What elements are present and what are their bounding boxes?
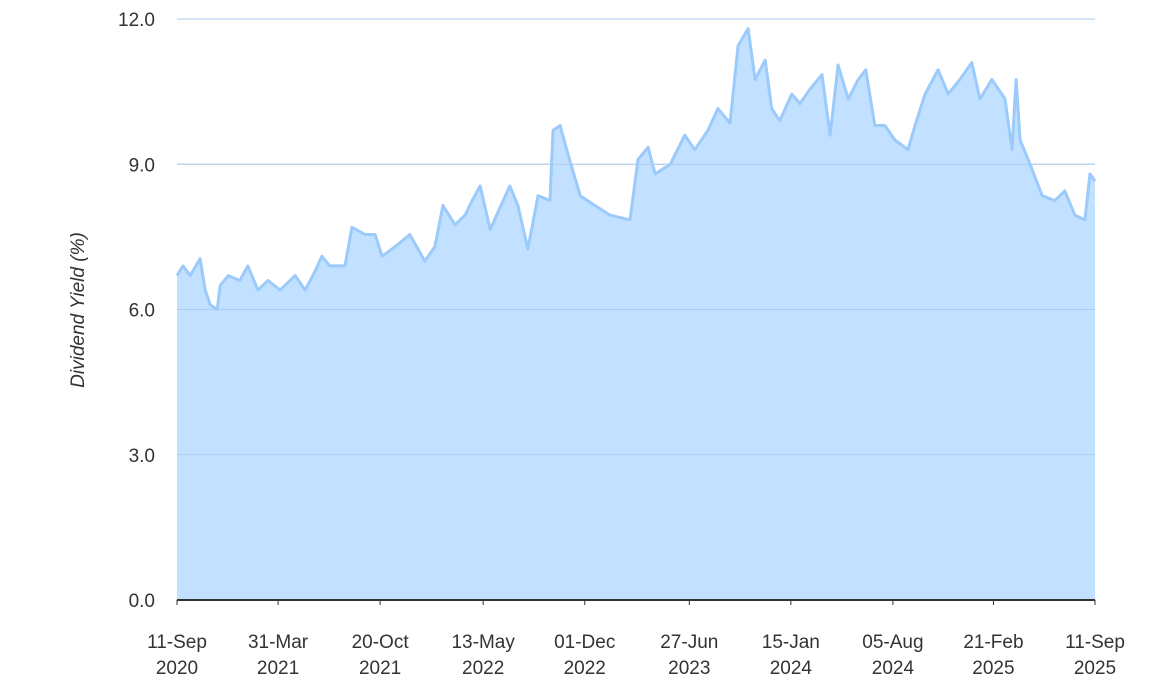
x-tick-label-line: 15-Jan bbox=[762, 632, 820, 653]
x-tick-label-line: 2021 bbox=[359, 658, 401, 679]
area bbox=[177, 28, 1095, 600]
x-tick-label: 13-May 2022 bbox=[451, 632, 515, 679]
x-tick-label-line: 21-Feb bbox=[963, 632, 1023, 653]
x-tick-label: 20-Oct 2021 bbox=[352, 632, 410, 679]
x-tick-label-line: 11-Sep bbox=[147, 632, 207, 653]
x-tick-label: 15-Jan 2024 bbox=[762, 632, 820, 679]
x-tick-label-line: 2025 bbox=[972, 658, 1014, 679]
x-tick-label-line: 2024 bbox=[872, 658, 915, 679]
y-tick-label: 0.0 bbox=[129, 591, 155, 612]
x-tick-label-line: 11-Sep bbox=[1065, 632, 1125, 653]
y-axis-label: Dividend Yield (%) bbox=[68, 232, 89, 388]
y-tick-label: 9.0 bbox=[129, 155, 155, 176]
x-tick-label-line: 13-May bbox=[451, 632, 515, 653]
x-tick-label-line: 01-Dec bbox=[554, 632, 615, 653]
y-tick-label: 3.0 bbox=[129, 446, 155, 467]
x-tick-label-line: 31-Mar bbox=[248, 632, 309, 653]
x-tick-label-line: 27-Jun bbox=[660, 632, 718, 653]
x-tick-label-line: 2021 bbox=[257, 658, 299, 679]
x-tick-label-line: 2020 bbox=[156, 658, 198, 679]
x-tick-label-line: 2025 bbox=[1074, 658, 1116, 679]
x-tick-label: 27-Jun 2023 bbox=[660, 632, 718, 679]
x-tick-label: 01-Dec 2022 bbox=[554, 632, 615, 679]
x-tick-label: 21-Feb 2025 bbox=[963, 632, 1023, 679]
x-tick-label: 05-Aug 2024 bbox=[862, 632, 923, 679]
x-tick-label-line: 20-Oct bbox=[352, 632, 410, 653]
x-tick-label-line: 2022 bbox=[564, 658, 606, 679]
y-tick-label: 12.0 bbox=[118, 10, 155, 31]
y-tick-label: 6.0 bbox=[129, 301, 155, 322]
x-tick-label-line: 2023 bbox=[668, 658, 710, 679]
x-tick-label-line: 05-Aug bbox=[862, 632, 923, 653]
x-tick-label: 11-Sep 2025 bbox=[1065, 632, 1125, 679]
x-tick-label-line: 2022 bbox=[462, 658, 504, 679]
x-tick-label-line: 2024 bbox=[770, 658, 813, 679]
line bbox=[175, 27, 1097, 311]
x-tick-label: 31-Mar 2021 bbox=[248, 632, 309, 679]
x-tick-label: 11-Sep 2020 bbox=[147, 632, 207, 679]
